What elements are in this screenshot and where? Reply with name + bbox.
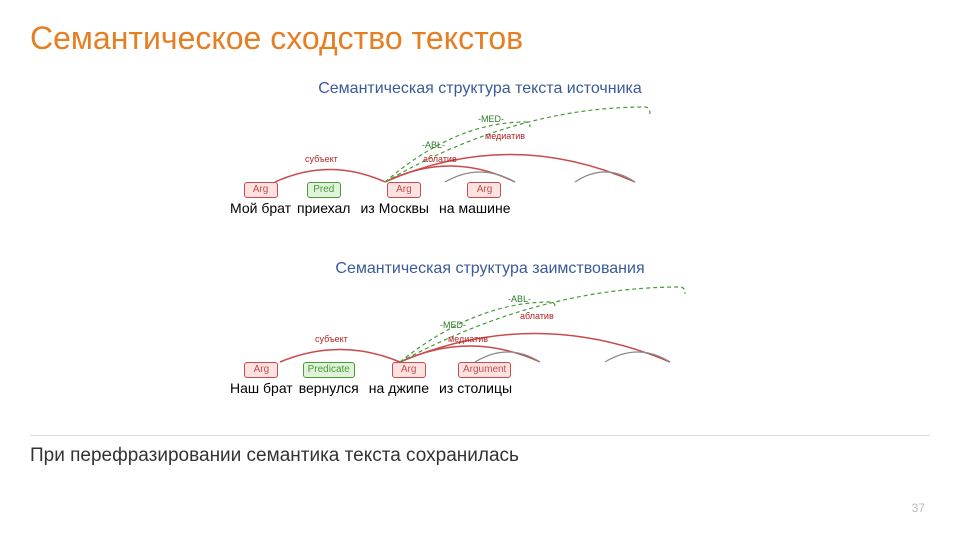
token-word: Мой брат <box>230 200 291 216</box>
diagram-borrowed: Семантическая структура заимствования су… <box>230 260 750 396</box>
role-ablative-2: аблатив <box>520 311 554 321</box>
role-subject: субъект <box>305 154 338 164</box>
token-word: из <box>439 380 453 396</box>
rel-med-2: -MED- <box>440 320 466 330</box>
arg-tag: Arg <box>244 182 278 198</box>
arg-tag: Arg <box>244 362 278 378</box>
token: из <box>360 184 374 216</box>
pred-tag: Predicate <box>303 362 355 378</box>
role-ablative: аблатив <box>423 154 457 164</box>
diagram1-arcs: субъект аблатив медиатив -ABL- -MED- <box>230 102 730 182</box>
diagram1-title: Семантическая структура текста источника <box>230 80 730 98</box>
token-word: из <box>360 200 374 216</box>
token-word: столицы <box>457 380 512 396</box>
token-word: Москвы <box>379 200 429 216</box>
diagram1-tokens: Arg Мой брат Pred приехал из Arg Москвы на Arg ма… <box>230 182 730 216</box>
diagram2-title: Семантическая структура заимствования <box>230 260 750 278</box>
page-number: 37 <box>912 501 925 515</box>
rel-med: -MED- <box>478 114 504 124</box>
conclusion-text: При перефразировании семантика текста со… <box>30 445 519 467</box>
token-word: вернулся <box>299 380 359 396</box>
diagram2-arcs: субъект медиатив аблатив -MED- -ABL- <box>230 282 750 362</box>
rel-abl-2: -ABL- <box>508 294 531 304</box>
token: Arg Наш брат <box>230 362 293 396</box>
role-mediative: медиатив <box>485 131 525 141</box>
pred-tag: Pred <box>307 182 341 198</box>
role-subject-2: субъект <box>315 334 348 344</box>
role-mediative-2: медиатив <box>448 334 488 344</box>
token: Arg Мой брат <box>230 182 291 216</box>
arg-tag: Arg <box>387 182 421 198</box>
arg-tag: Argument <box>458 362 511 378</box>
token-word: джипе <box>388 380 429 396</box>
arg-tag: Arg <box>392 362 426 378</box>
token: Arg машине <box>459 182 511 216</box>
token: из <box>439 364 453 396</box>
token: Pred приехал <box>297 182 350 216</box>
token: Predicate вернулся <box>299 362 359 396</box>
rel-abl: -ABL- <box>422 140 445 150</box>
token-word: на <box>439 200 455 216</box>
divider <box>30 435 930 436</box>
token: на <box>439 184 455 216</box>
slide-title: Семантическое сходство текстов <box>30 20 523 57</box>
diagram-source: Семантическая структура текста источника… <box>230 80 730 216</box>
token: на <box>369 364 385 396</box>
token-word: на <box>369 380 385 396</box>
diagram2-tokens: Arg Наш брат Predicate вернулся на Arg джипеиз… <box>230 362 750 396</box>
token: Arg Москвы <box>379 182 429 216</box>
token: Argument столицы <box>457 362 512 396</box>
token-word: машине <box>459 200 511 216</box>
token-word: приехал <box>297 200 350 216</box>
token: Arg джипе <box>388 362 429 396</box>
arg-tag: Arg <box>467 182 501 198</box>
token-word: Наш брат <box>230 380 293 396</box>
